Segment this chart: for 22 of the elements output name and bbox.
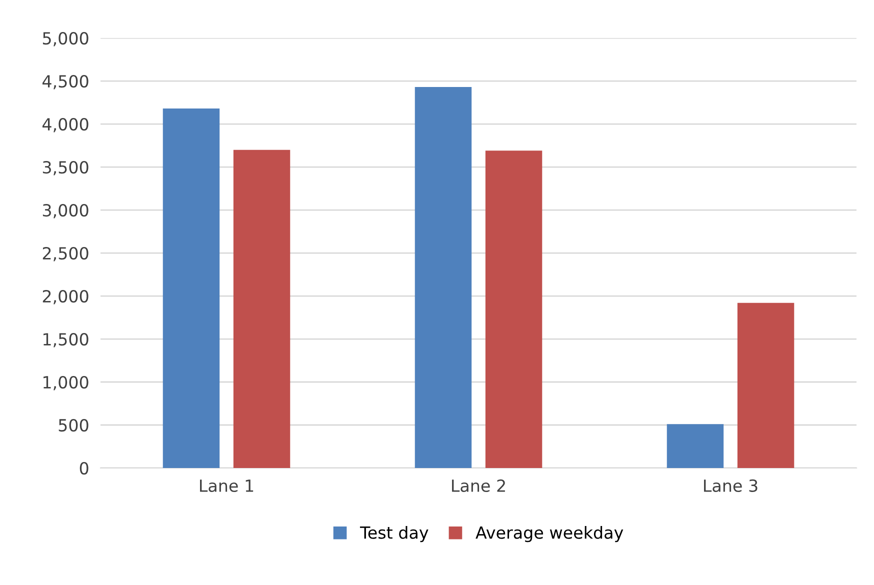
y-tick-label: 4,500 (42, 74, 88, 90)
x-tick-label: Lane 2 (452, 479, 505, 492)
bar (485, 150, 542, 468)
bar (162, 108, 220, 468)
y-tick-label: 2,000 (42, 290, 88, 304)
x-tick-label: Lane 3 (704, 479, 758, 492)
y-tick-label: 500 (58, 418, 88, 432)
bar (233, 150, 290, 468)
bar (737, 302, 794, 468)
y-tick-label: 0 (80, 462, 88, 475)
bar (666, 424, 724, 468)
bar (414, 87, 472, 468)
y-tick-label: 1,500 (44, 332, 88, 348)
y-tick-label: 2,500 (42, 246, 88, 262)
legend-label: Test day (360, 526, 428, 542)
y-tick-label: 4,000 (42, 118, 88, 132)
y-tick-label: 5,000 (42, 32, 88, 46)
y-tick-label: 3,000 (42, 204, 88, 218)
y-tick-label: 3,500 (42, 160, 88, 176)
x-tick-label: Lane 1 (200, 480, 254, 492)
legend-label: Average weekday (476, 526, 624, 542)
y-tick-label: 1,000 (44, 376, 88, 390)
